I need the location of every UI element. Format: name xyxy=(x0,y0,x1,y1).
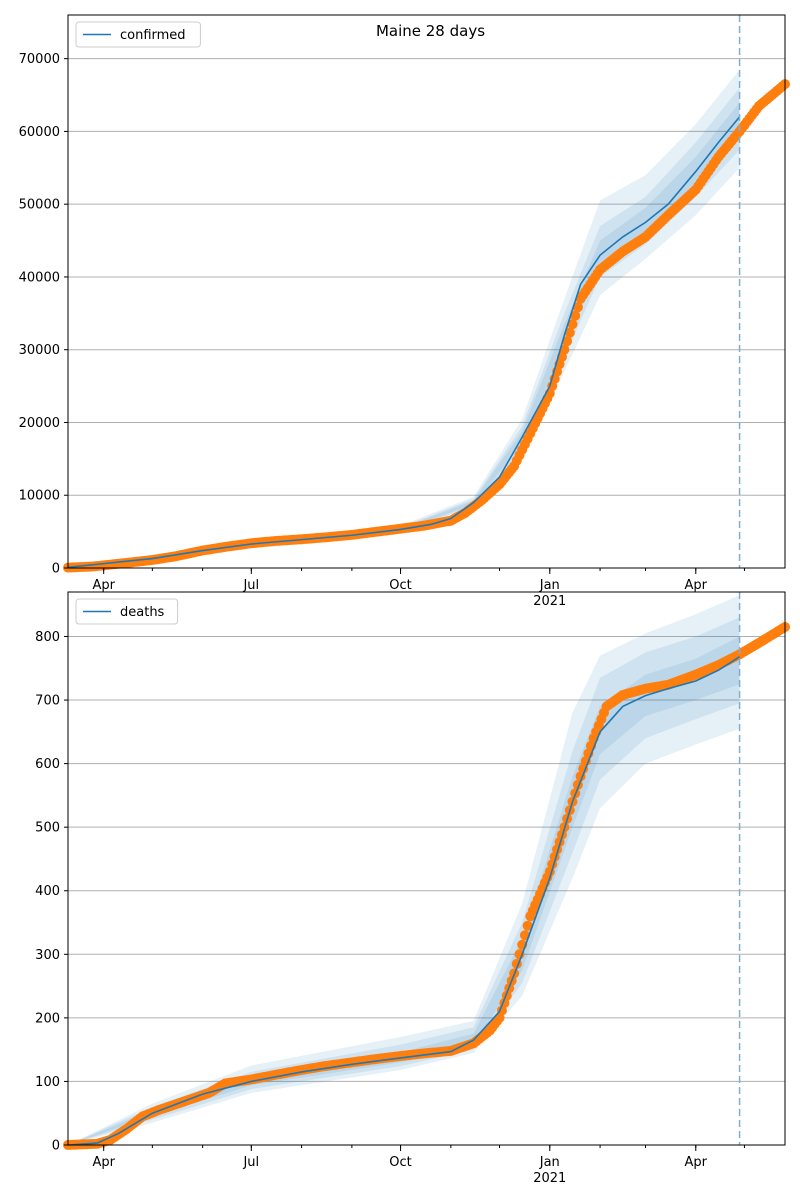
observed-point xyxy=(567,319,578,330)
observed-point xyxy=(562,336,573,347)
y-tick-label: 700 xyxy=(35,694,60,709)
x-tick-label: Jul xyxy=(242,1155,259,1170)
y-tick-label: 70000 xyxy=(19,52,60,67)
y-tick-label: 50000 xyxy=(19,198,60,213)
confidence-band-3 xyxy=(68,102,740,568)
y-tick-label: 20000 xyxy=(19,416,60,431)
legend-box xyxy=(75,598,179,625)
model-line-deaths xyxy=(67,656,741,1146)
x-tick-label: Apr xyxy=(685,1155,708,1170)
y-tick-label: 10000 xyxy=(19,489,60,504)
x-tick-label: Oct xyxy=(389,578,411,593)
y-tick-label: 600 xyxy=(35,757,60,772)
observed-point xyxy=(564,327,575,338)
chart-title: Maine 28 days xyxy=(376,22,485,40)
legend-label: deaths xyxy=(120,605,165,620)
y-tick-label: 30000 xyxy=(19,343,60,358)
confidence-band-2 xyxy=(68,617,740,1145)
axes-frame xyxy=(67,591,786,1146)
x-tick-label: Apr xyxy=(685,578,708,593)
x-tick-label: Jan xyxy=(539,578,560,593)
observed-point xyxy=(559,344,570,355)
x-tick-label: Apr xyxy=(92,578,115,593)
legend-label: confirmed xyxy=(120,28,186,43)
y-tick-label: 200 xyxy=(35,1011,60,1026)
y-tick-label: 0 xyxy=(52,1139,60,1154)
observed-point xyxy=(522,920,533,931)
confidence-band-1 xyxy=(68,69,740,569)
y-tick-label: 100 xyxy=(35,1075,60,1090)
x-tick-sublabel: 2021 xyxy=(533,1171,566,1186)
axes-frame xyxy=(67,14,786,569)
x-tick-label: Oct xyxy=(389,1155,411,1170)
model-line-confirmed xyxy=(67,116,741,569)
confidence-band-2 xyxy=(68,87,740,569)
y-tick-label: 800 xyxy=(35,630,60,645)
y-tick-label: 300 xyxy=(35,948,60,963)
y-tick-label: 60000 xyxy=(19,125,60,140)
y-tick-label: 500 xyxy=(35,821,60,836)
x-tick-label: Jul xyxy=(242,578,259,593)
confidence-band-1 xyxy=(68,595,740,1145)
y-tick-label: 0 xyxy=(52,562,60,577)
legend-box xyxy=(75,21,201,48)
x-tick-label: Apr xyxy=(92,1155,115,1170)
y-tick-label: 40000 xyxy=(19,270,60,285)
y-tick-label: 400 xyxy=(35,884,60,899)
observed-point xyxy=(570,310,581,321)
x-tick-sublabel: 2021 xyxy=(533,594,566,609)
observed-point xyxy=(572,302,583,313)
x-tick-label: Jan xyxy=(539,1155,560,1170)
chart-panel-1: 0 10000 20000 30000 40000 50000 60000 70000 Apr J… xyxy=(19,14,790,609)
